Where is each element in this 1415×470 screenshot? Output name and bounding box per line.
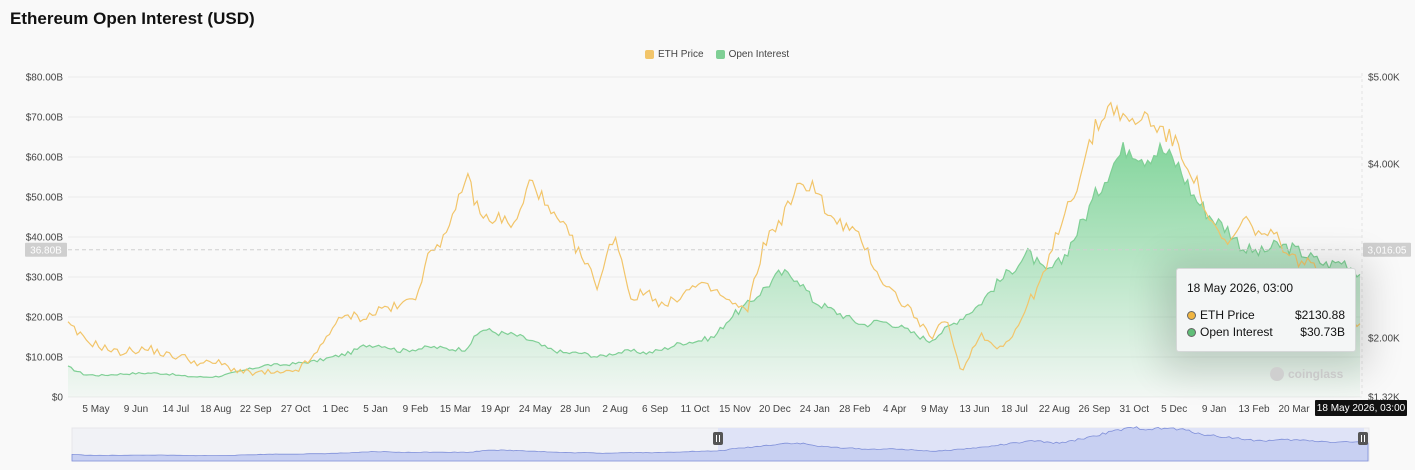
x-tick-label: 15 Mar xyxy=(440,404,472,415)
x-tick-label: 6 Sep xyxy=(642,404,669,415)
x-tick-label: 19 Apr xyxy=(481,404,511,415)
y-left-tick-label: $50.00B xyxy=(26,193,64,204)
legend-item-open-interest[interactable]: Open Interest xyxy=(715,49,790,60)
x-tick-label: 5 May xyxy=(82,404,109,415)
x-tick-label: 5 Dec xyxy=(1161,404,1187,415)
x-tick-label: 4 Apr xyxy=(883,404,907,415)
coinglass-logo-icon xyxy=(1270,367,1284,381)
legend-label-eth-price: ETH Price xyxy=(658,49,704,60)
tooltip-label-eth-price: ETH Price xyxy=(1200,308,1255,322)
crosshair-left-label: 36.80B xyxy=(30,245,62,256)
x-tick-label: 20 Dec xyxy=(759,404,791,415)
legend-item-eth-price[interactable]: ETH Price xyxy=(645,49,704,60)
y-left-tick-label: $80.00B xyxy=(26,73,64,84)
x-tick-label: 9 Feb xyxy=(403,404,429,415)
x-tick-label: 20 Mar xyxy=(1278,404,1310,415)
navigator-series-area xyxy=(71,426,1369,462)
legend-swatch-eth-price xyxy=(645,50,654,59)
series-line-eth-price xyxy=(67,101,1361,377)
y-right-tick-label: $5.00K xyxy=(1368,73,1400,84)
x-tick-label: 18 Aug xyxy=(200,404,231,415)
x-tick-label: 24 Jan xyxy=(800,404,830,415)
tooltip-row-eth-price: ETH Price $2130.88 xyxy=(1187,308,1345,322)
y-left-tick-label: $0 xyxy=(52,393,64,404)
tooltip: 18 May 2026, 03:00 ETH Price $2130.88 Op… xyxy=(1176,268,1356,352)
watermark-text: coinglass xyxy=(1288,367,1344,381)
tooltip-value-open-interest: $30.73B xyxy=(1300,325,1345,339)
x-tick-label: 28 Feb xyxy=(839,404,871,415)
navigator-handle-left[interactable] xyxy=(713,432,723,445)
y-right-tick-label: $1.32K xyxy=(1368,393,1400,404)
x-tick-label: 31 Oct xyxy=(1120,404,1150,415)
series-line-open-interest xyxy=(67,141,1361,378)
x-tick-label: 22 Aug xyxy=(1039,404,1070,415)
y-left-tick-label: $10.00B xyxy=(26,353,64,364)
crosshair-right-label-bg xyxy=(1363,242,1411,257)
watermark: coinglass xyxy=(1270,367,1343,381)
legend-label-open-interest: Open Interest xyxy=(728,49,790,60)
x-tick-label: 2 Aug xyxy=(602,404,628,415)
tooltip-dot-open-interest xyxy=(1187,327,1196,337)
x-tick-label: 13 Jun xyxy=(960,404,990,415)
y-left-tick-label: $70.00B xyxy=(26,113,64,124)
x-tick-label: 22 Sep xyxy=(240,404,272,415)
x-tick-label: 28 Jun xyxy=(560,404,590,415)
tooltip-dot-eth-price xyxy=(1187,310,1196,320)
x-tick-label: 15 Nov xyxy=(719,404,751,415)
crosshair-right-label: 3,016.05 xyxy=(1368,245,1407,256)
x-tick-label: 24 May xyxy=(519,404,552,415)
x-tick-label: 18 Jul xyxy=(1001,404,1028,415)
crosshair-left-label-bg xyxy=(25,242,67,257)
legend-swatch-open-interest xyxy=(715,50,725,59)
legend: ETH Price Open Interest xyxy=(645,49,789,60)
x-tick-label: 11 Oct xyxy=(681,404,710,415)
y-left-tick-label: $20.00B xyxy=(26,313,64,324)
x-tick-label: 5 Jan xyxy=(363,404,387,415)
x-tick-label: 1 Dec xyxy=(323,404,349,415)
chart-title: Ethereum Open Interest (USD) xyxy=(10,9,255,28)
x-cursor-label: 18 May 2026, 03:00 xyxy=(1317,403,1406,414)
y-left-tick-label: $40.00B xyxy=(26,233,64,244)
y-left-tick-label: $30.00B xyxy=(26,273,64,284)
y-right-tick-label: $4.00K xyxy=(1368,159,1400,170)
x-tick-label: 13 Feb xyxy=(1238,404,1270,415)
y-left-tick-label: $60.00B xyxy=(26,153,64,164)
tooltip-row-open-interest: Open Interest $30.73B xyxy=(1187,325,1345,339)
series-area-open-interest xyxy=(68,142,1360,397)
x-tick-label: 26 Sep xyxy=(1078,404,1110,415)
tooltip-time: 18 May 2026, 03:00 xyxy=(1187,281,1294,295)
x-tick-label: 27 Oct xyxy=(281,404,311,415)
navigator-handle-right[interactable] xyxy=(1358,432,1368,445)
x-tick-label: 14 Jul xyxy=(163,404,190,415)
tooltip-label-open-interest: Open Interest xyxy=(1200,325,1273,339)
x-tick-label: 9 Jun xyxy=(124,404,148,415)
x-tick-label: 9 May xyxy=(921,404,948,415)
y-right-tick-label: $2.00K xyxy=(1368,333,1400,344)
tooltip-value-eth-price: $2130.88 xyxy=(1294,308,1345,322)
x-tick-label: 9 Jan xyxy=(1202,404,1226,415)
x-cursor-label-bg xyxy=(1315,400,1407,416)
